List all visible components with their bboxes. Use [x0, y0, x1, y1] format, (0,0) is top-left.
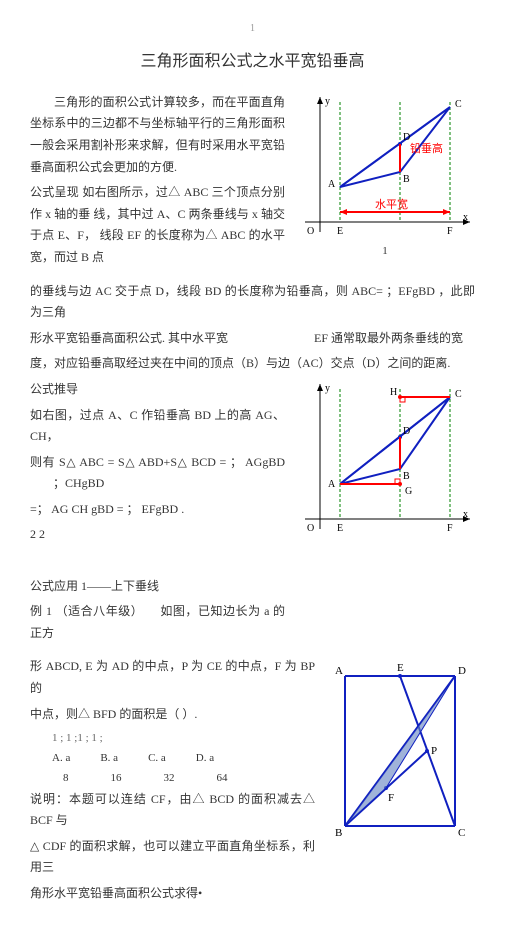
label-F: F — [447, 226, 453, 237]
page-number: 1 — [30, 20, 475, 38]
derive-l2: 则有 S△ ABC = S△ ABD+S△ BCD = ； AGgBD ；CHg… — [30, 452, 285, 495]
choice-b: B. a — [100, 749, 118, 769]
explain-l1: 说明：本题可以连结 CF，由△ BCD 的面积减去△ BCF 与 — [30, 789, 315, 832]
svg-text:P: P — [431, 745, 437, 757]
body-p3: 的垂线与边 AC 交于点 D，线段 BD 的长度称为铅垂高，则 ABC= ；EF… — [30, 281, 475, 324]
svg-text:C: C — [458, 827, 465, 839]
intro-p2: 公式呈现 如右图所示，过△ ABC 三个顶点分别作 x 轴的垂 线，其中过 A、… — [30, 182, 285, 268]
intro-p1: 三角形的面积公式计算较多，而在平面直角 坐标系中的三边都不与坐标轴平行的三角形面… — [30, 92, 285, 178]
page-title: 三角形面积公式之水平宽铅垂高 — [30, 48, 475, 77]
figure-2: O E F A B C D G H x y — [295, 379, 475, 539]
ex1-line1: 例 1 （适合八年级） 如图，已知边长为 a 的正方 — [30, 601, 285, 644]
svg-text:D: D — [403, 426, 410, 437]
ex1-line2: 形 ABCD, E 为 AD 的中点，P 为 CE 的中点，F 为 BP 的 — [30, 656, 315, 699]
svg-text:D: D — [458, 665, 466, 677]
label-y: y — [325, 96, 330, 107]
label-O: O — [307, 226, 314, 237]
label-D: D — [403, 132, 410, 143]
choice-c: C. a — [148, 749, 166, 769]
choice-a: A. a — [52, 749, 70, 769]
svg-text:B: B — [403, 471, 410, 482]
derive-heading: 公式推导 — [30, 379, 285, 401]
svg-text:C: C — [455, 389, 462, 400]
svg-text:A: A — [328, 479, 336, 490]
label-hw: 水平宽 — [375, 197, 408, 211]
label-C: C — [455, 99, 462, 110]
label-B: B — [403, 174, 410, 185]
derive-l1: 如右图，过点 A、C 作铅垂高 BD 上的高 AG、CH， — [30, 405, 285, 448]
figure-3: A D B C E P F — [325, 656, 475, 846]
choice-numerators: 1 ; 1 ;1 ; 1 ; — [52, 729, 315, 749]
label-E: E — [337, 226, 343, 237]
explain-l3: 角形水平宽铅垂高面积公式求得• — [30, 883, 315, 905]
svg-text:B: B — [335, 827, 342, 839]
derive-l3: =； AG CH gBD = ； EFgBD . — [30, 499, 285, 521]
choice-denoms: 8 16 32 64 — [63, 769, 315, 789]
app-heading: 公式应用 1——上下垂线 — [30, 576, 285, 598]
fig1-caption: 1 — [295, 242, 475, 262]
ex1-line3: 中点，则△ BFD 的面积是（ ）. — [30, 704, 315, 726]
svg-text:y: y — [325, 383, 330, 394]
label-A: A — [328, 179, 336, 190]
explain-l2: △ CDF 的面积求解，也可以建立平面直角坐标系，利用三 — [30, 836, 315, 879]
svg-text:G: G — [405, 486, 412, 497]
svg-text:O: O — [307, 523, 314, 534]
choice-row: A. a B. a C. a D. a — [52, 749, 315, 769]
choice-d: D. a — [196, 749, 214, 769]
svg-text:x: x — [463, 509, 468, 520]
label-vh: 铅垂高 — [410, 141, 443, 155]
derive-l4: 2 2 — [30, 524, 285, 546]
label-x: x — [463, 212, 468, 223]
svg-text:A: A — [335, 665, 343, 677]
svg-text:F: F — [388, 792, 394, 804]
body-p4: 形水平宽铅垂高面积公式. 其中水平宽 EF 通常取最外两条垂线的宽 — [30, 328, 475, 350]
svg-text:E: E — [397, 662, 404, 674]
svg-text:H: H — [390, 387, 397, 398]
body-p5: 度，对应铅垂高取经过夹在中间的顶点（B）与边（AC）交点（D）之间的距离. — [30, 353, 475, 375]
figure-1: O E F A B C D x y 水平宽 铅垂高 — [295, 92, 475, 242]
svg-text:E: E — [337, 523, 343, 534]
svg-text:F: F — [447, 523, 453, 534]
